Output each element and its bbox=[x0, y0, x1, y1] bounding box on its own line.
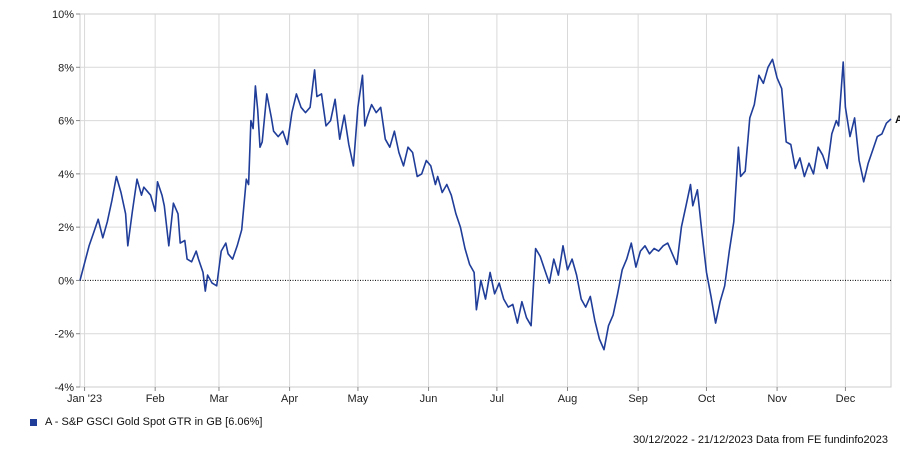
series-end-label: A bbox=[895, 114, 900, 126]
y-tick-label: 10% bbox=[52, 9, 74, 21]
x-tick-label: Sep bbox=[628, 393, 648, 405]
x-tick-label: Nov bbox=[767, 393, 787, 405]
y-tick-label: 2% bbox=[58, 222, 74, 234]
footer-source: 30/12/2022 - 21/12/2023 Data from FE fun… bbox=[632, 434, 888, 446]
axis-ticks: -4% -2% 0% 2% 4% 6% 8% 10% Jan '23 Feb Mar Apr May Ju… bbox=[52, 9, 856, 405]
x-tick-label: Feb bbox=[146, 393, 165, 405]
y-tick-label: -2% bbox=[54, 329, 74, 341]
y-tick-label: 6% bbox=[58, 116, 74, 128]
legend: A - S&P GSCI Gold Spot GTR in GB [6.06%] bbox=[30, 416, 262, 428]
x-tick-label: Mar bbox=[209, 393, 228, 405]
y-tick-label: 0% bbox=[58, 275, 74, 287]
legend-label: A - S&P GSCI Gold Spot GTR in GB [6.06%] bbox=[45, 416, 263, 428]
x-tick-label: Jan '23 bbox=[67, 393, 102, 405]
y-tick-label: 4% bbox=[58, 169, 74, 181]
x-tick-label: Oct bbox=[698, 393, 715, 405]
x-tick-label: Aug bbox=[558, 393, 578, 405]
legend-swatch bbox=[30, 418, 37, 426]
grid-lines bbox=[80, 14, 891, 387]
y-tick-label: -4% bbox=[54, 382, 74, 394]
series-line bbox=[79, 58, 892, 351]
plot-area bbox=[79, 13, 892, 388]
x-tick-label: Dec bbox=[836, 393, 856, 405]
x-tick-label: Apr bbox=[281, 393, 298, 405]
x-tick-label: Jun bbox=[420, 393, 438, 405]
series-layer: A bbox=[79, 58, 900, 351]
y-tick-label: 8% bbox=[58, 62, 74, 74]
x-tick-label: May bbox=[348, 393, 369, 405]
x-tick-label: Jul bbox=[490, 393, 504, 405]
